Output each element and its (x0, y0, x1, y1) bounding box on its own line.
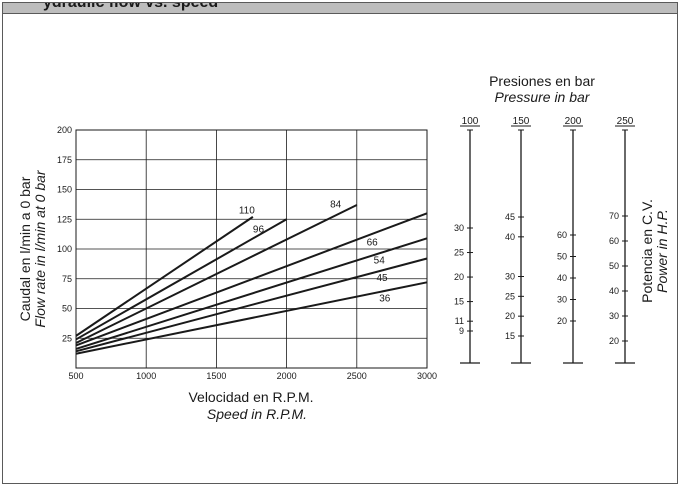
series-line-36 (75, 281, 428, 355)
scale-tick-label: 11 (455, 316, 464, 326)
curve-labels: 110 96 84 66 54 45 36 (239, 199, 391, 304)
header-title-fragment: ydraulic flow vs. speed (43, 3, 218, 12)
curve-label-110: 110 (239, 205, 255, 216)
x-tick-label: 500 (68, 371, 83, 381)
series-line-84 (75, 204, 358, 344)
x-tick-labels: 500 1000 1500 2000 2500 3000 (68, 371, 437, 381)
scale-tick-label: 9 (459, 326, 464, 336)
power-title-en: Power in H.P. (654, 209, 670, 293)
curve-label-84: 84 (330, 199, 342, 210)
scale-tick-label: 20 (609, 336, 619, 346)
series-line-96 (75, 218, 288, 341)
curve-label-45: 45 (376, 273, 388, 284)
x-tick-label: 2500 (347, 371, 367, 381)
series-lines (75, 204, 428, 355)
scale-tick-label: 50 (609, 261, 619, 271)
grid (76, 130, 427, 368)
series-line-110 (75, 216, 254, 337)
scale-head-250: 250 (617, 116, 634, 127)
scale-head-150: 150 (513, 116, 530, 127)
scale-tick-label: 60 (557, 230, 567, 240)
scale-tick-label: 40 (557, 273, 567, 283)
series-line-54 (75, 237, 428, 350)
y-tick-label: 50 (62, 304, 72, 314)
y-tick-labels: 25 50 75 100 125 150 175 200 (57, 125, 72, 343)
y-tick-label: 75 (62, 274, 72, 284)
scale-tick-label: 15 (505, 331, 515, 341)
y-tick-label: 25 (62, 333, 72, 343)
scale-tick-label: 70 (609, 211, 619, 221)
y-axis-title-en: Flow rate in l/min at 0 bar (32, 169, 48, 328)
x-tick-label: 3000 (417, 371, 437, 381)
x-axis-title-en: Speed in R.P.M. (207, 406, 307, 422)
y-tick-label: 125 (57, 214, 72, 224)
curve-label-36: 36 (379, 293, 391, 304)
scale-tick-label: 45 (505, 212, 515, 222)
y-tick-label: 200 (57, 125, 72, 135)
scale-tick-label: 15 (454, 297, 464, 307)
scale-tick-label: 30 (609, 311, 619, 321)
scale-tick-label: 25 (454, 248, 464, 258)
scale-head-100: 100 (462, 116, 479, 127)
pressure-title-en: Pressure in bar (495, 89, 591, 105)
scale-tick-label: 20 (505, 311, 515, 321)
scale-tick-label: 20 (454, 272, 464, 282)
scale-tick-label: 60 (609, 236, 619, 246)
scale-tick-label: 40 (505, 232, 515, 242)
scale-tick-label: 40 (609, 286, 619, 296)
y-tick-label: 150 (57, 185, 72, 195)
pressure-scales: 100 30 25 20 15 119 150 45 40 30 25 20 15 200 60 50 40 30… (454, 116, 635, 364)
y-tick-label: 100 (57, 244, 72, 254)
curve-label-66: 66 (367, 237, 379, 248)
series-line-45 (75, 257, 428, 353)
scale-tick-label: 50 (557, 252, 567, 262)
y-axis-title: Caudal en l/min a 0 bar (17, 176, 33, 321)
power-title: Potencia en C.V. (639, 199, 655, 303)
pressure-title: Presiones en bar (489, 73, 595, 89)
x-tick-label: 1500 (206, 371, 226, 381)
scale-tick-label: 30 (505, 272, 515, 282)
scale-tick-label: 30 (557, 295, 567, 305)
y-tick-label: 175 (57, 155, 72, 165)
x-tick-label: 2000 (277, 371, 297, 381)
series-line-66 (75, 212, 428, 347)
x-axis-title: Velocidad en R.P.M. (188, 389, 313, 405)
x-tick-label: 1000 (136, 371, 156, 381)
scale-tick-label: 30 (454, 223, 464, 233)
scale-tick-label: 20 (557, 316, 567, 326)
chart-svg: 500 1000 1500 2000 2500 3000 2550751001251501… (17, 73, 670, 422)
curve-label-96: 96 (253, 224, 265, 235)
curve-label-54: 54 (374, 255, 386, 266)
plot-border (75, 129, 428, 369)
scale-tick-label: 25 (505, 291, 515, 301)
header-band: ydraulic flow vs. speed (3, 3, 677, 14)
scale-head-200: 200 (565, 116, 582, 127)
